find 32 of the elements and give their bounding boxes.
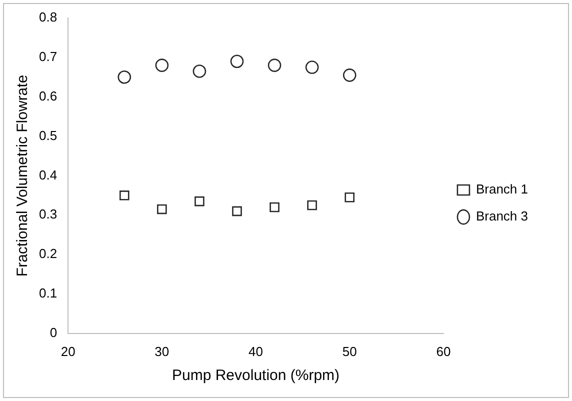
point: [192, 64, 206, 78]
point: [342, 68, 356, 82]
point: [307, 200, 317, 210]
x-tick-label: 50: [342, 344, 357, 359]
point: [344, 192, 355, 202]
y-tick-label: 0.4: [38, 167, 58, 182]
x-tick-label: 30: [154, 344, 170, 359]
point: [232, 206, 242, 216]
point: [268, 58, 282, 72]
point: [305, 60, 319, 74]
point: [230, 54, 244, 68]
x-tick-label: 60: [436, 344, 451, 359]
point: [194, 196, 204, 206]
y-tick-label: 0.6: [38, 88, 58, 104]
x-tick-label: 40: [248, 344, 264, 359]
x-tick-label: 20: [60, 344, 76, 359]
point: [155, 58, 169, 72]
legend-label: Branch 3: [476, 208, 528, 224]
y-tick-label: 0.8: [38, 10, 58, 25]
x-axis-title: Pump Revolution (%rpm): [172, 367, 340, 384]
y-tick-label: 0.2: [38, 246, 58, 262]
point: [270, 202, 280, 212]
point: [118, 70, 132, 84]
y-tick-label: 0: [50, 324, 58, 340]
y-tick-label: 0.7: [38, 49, 58, 64]
legend-label: Branch 1: [476, 182, 528, 197]
y-axis-title: Fractional Volumetric Flowrate: [14, 74, 32, 277]
point: [157, 204, 167, 214]
y-tick-label: 0.1: [38, 286, 58, 301]
point: [119, 190, 130, 200]
y-tick-label: 0.3: [38, 206, 58, 222]
y-tick-label: 0.5: [38, 128, 58, 143]
